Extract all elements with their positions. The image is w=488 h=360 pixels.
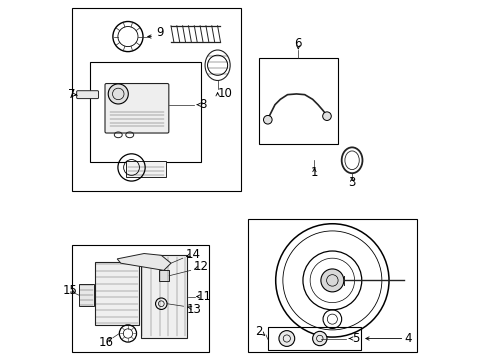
Bar (140, 255, 187, 338)
Bar (258, 58, 337, 144)
Circle shape (322, 112, 330, 121)
Circle shape (278, 330, 294, 346)
Text: 7: 7 (68, 88, 75, 101)
Text: 14: 14 (185, 248, 200, 261)
Circle shape (320, 269, 343, 292)
Bar (79, 284, 94, 306)
Bar (72, 8, 241, 191)
Text: 4: 4 (404, 332, 411, 345)
Bar (159, 270, 169, 281)
FancyBboxPatch shape (77, 91, 99, 99)
FancyBboxPatch shape (105, 84, 168, 133)
Text: 1: 1 (310, 166, 318, 179)
Bar (94, 262, 139, 325)
Circle shape (312, 331, 326, 346)
Text: 3: 3 (347, 176, 355, 189)
Bar (247, 220, 416, 352)
Text: 16: 16 (98, 336, 113, 348)
Text: 6: 6 (294, 36, 302, 50)
Bar (90, 62, 201, 162)
Text: 13: 13 (186, 303, 202, 316)
Circle shape (263, 116, 271, 124)
Text: 10: 10 (217, 87, 232, 100)
Polygon shape (117, 253, 171, 270)
Bar (126, 161, 165, 177)
Text: 11: 11 (197, 290, 211, 303)
Bar (267, 327, 360, 350)
Text: 8: 8 (199, 98, 206, 111)
Text: 2: 2 (255, 325, 262, 338)
Bar (72, 244, 208, 352)
Text: 9: 9 (156, 27, 163, 40)
Text: 12: 12 (193, 260, 208, 273)
Text: 5: 5 (351, 332, 359, 345)
Circle shape (108, 84, 128, 104)
Text: 15: 15 (62, 284, 78, 297)
